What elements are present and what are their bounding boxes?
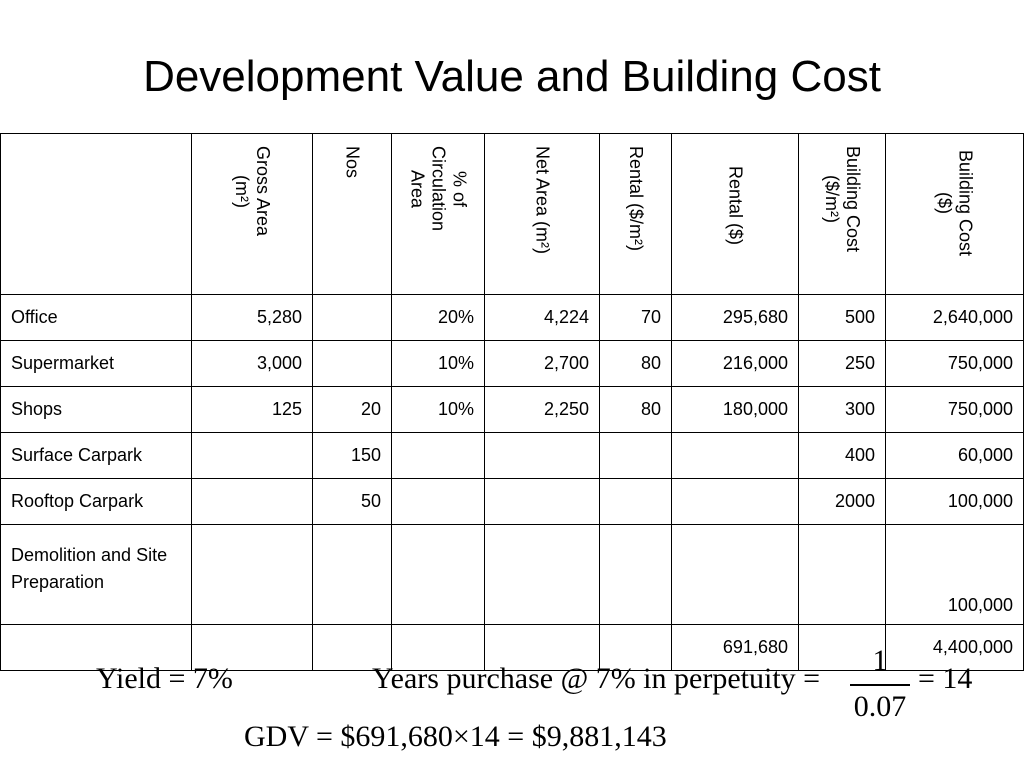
table-cell — [191, 524, 313, 625]
fraction-denominator: 0.07 — [853, 690, 907, 723]
header-gross-area: Gross Area (m²) — [191, 133, 313, 295]
header-circulation-area: % of Circulation Area — [391, 133, 485, 295]
gdv-formula: GDV = $691,680×14 = $9,881,143 — [244, 720, 667, 753]
table-cell: 80 — [599, 386, 672, 433]
header-net-area: Net Area (m²) — [484, 133, 600, 295]
table-cell: 60,000 — [885, 432, 1024, 479]
row-label: Demolition and Site Preparation — [0, 524, 192, 625]
table-cell — [312, 340, 392, 387]
table-cell — [671, 524, 799, 625]
total-rental-cell: 691,680 — [671, 624, 799, 671]
table-cell: 20 — [312, 386, 392, 433]
header-building-cost-per-m2: Building Cost ($/m²) — [798, 133, 886, 295]
table-cell: 5,280 — [191, 294, 313, 341]
table-cell: 2000 — [798, 478, 886, 525]
header-rental: Rental ($) — [671, 133, 799, 295]
table-row: Supermarket 3,000 10% 2,700 80 216,000 2… — [0, 340, 1024, 387]
table-cell — [671, 478, 799, 525]
header-rental-per-m2: Rental ($/m²) — [599, 133, 672, 295]
table-cell: 70 — [599, 294, 672, 341]
table-cell — [484, 524, 600, 625]
table-cell: 400 — [798, 432, 886, 479]
years-purchase-result: = 14 — [918, 662, 973, 695]
table-cell — [484, 478, 600, 525]
table-cell: 295,680 — [671, 294, 799, 341]
table-cell: 300 — [798, 386, 886, 433]
page-title: Development Value and Building Cost — [143, 52, 881, 101]
row-label: Supermarket — [0, 340, 192, 387]
table-row: Surface Carpark 150 400 60,000 — [0, 432, 1024, 479]
table-row: Demolition and Site Preparation 100,000 — [0, 524, 1024, 625]
table-cell — [191, 478, 313, 525]
table-cell: 4,224 — [484, 294, 600, 341]
table-cell: 3,000 — [191, 340, 313, 387]
row-label: Surface Carpark — [0, 432, 192, 479]
table-cell: 10% — [391, 386, 485, 433]
table-cell: 2,640,000 — [885, 294, 1024, 341]
table-cell — [191, 624, 313, 671]
table-cell — [484, 624, 600, 671]
fraction-numerator: 1 — [872, 644, 888, 677]
table-cell — [484, 432, 600, 479]
header-building-cost: Building Cost ($) — [885, 133, 1024, 295]
table-cell — [798, 624, 886, 671]
table-cell: 80 — [599, 340, 672, 387]
table-cell — [599, 432, 672, 479]
header-blank — [0, 133, 192, 295]
table-cell: 20% — [391, 294, 485, 341]
table-cell — [671, 432, 799, 479]
table-cell — [798, 524, 886, 625]
header-nos: Nos — [312, 133, 392, 295]
table-row: Shops 125 20 10% 2,250 80 180,000 300 75… — [0, 386, 1024, 433]
fraction-bar — [850, 684, 910, 686]
table-cell: 125 — [191, 386, 313, 433]
table-row: Office 5,280 20% 4,224 70 295,680 500 2,… — [0, 294, 1024, 341]
development-table: Gross Area (m²) Nos % of Circulation Area N… — [0, 133, 1024, 671]
years-purchase-formula: Years purchase @ 7% in perpetuity = — [372, 662, 821, 695]
table-cell — [391, 524, 485, 625]
table-cell: 750,000 — [885, 386, 1024, 433]
row-label — [0, 624, 192, 671]
table-cell — [599, 524, 672, 625]
row-label: Shops — [0, 386, 192, 433]
table-cell: 50 — [312, 478, 392, 525]
table-cell: 180,000 — [671, 386, 799, 433]
table-cell: 100,000 — [885, 524, 1024, 625]
table-cell — [312, 294, 392, 341]
table-row: Rooftop Carpark 50 2000 100,000 — [0, 478, 1024, 525]
table-cell — [599, 478, 672, 525]
total-building-cost-cell: 4,400,000 — [885, 624, 1024, 671]
row-label: Rooftop Carpark — [0, 478, 192, 525]
table-cell — [391, 432, 485, 479]
row-label: Office — [0, 294, 192, 341]
table-cell — [191, 432, 313, 479]
table-cell: 250 — [798, 340, 886, 387]
total-row: 691,680 4,400,000 — [0, 624, 1024, 671]
table-cell: 150 — [312, 432, 392, 479]
table-cell — [599, 624, 672, 671]
table-cell: 500 — [798, 294, 886, 341]
table-cell: 10% — [391, 340, 485, 387]
table-cell: 100,000 — [885, 478, 1024, 525]
table-cell: 216,000 — [671, 340, 799, 387]
table-cell: 2,250 — [484, 386, 600, 433]
table-cell — [312, 624, 392, 671]
table-cell: 2,700 — [484, 340, 600, 387]
header-row: Gross Area (m²) Nos % of Circulation Area N… — [0, 133, 1024, 295]
table-cell — [391, 478, 485, 525]
table-cell: 750,000 — [885, 340, 1024, 387]
yield-formula: Yield = 7% — [96, 662, 233, 695]
table-cell — [312, 524, 392, 625]
